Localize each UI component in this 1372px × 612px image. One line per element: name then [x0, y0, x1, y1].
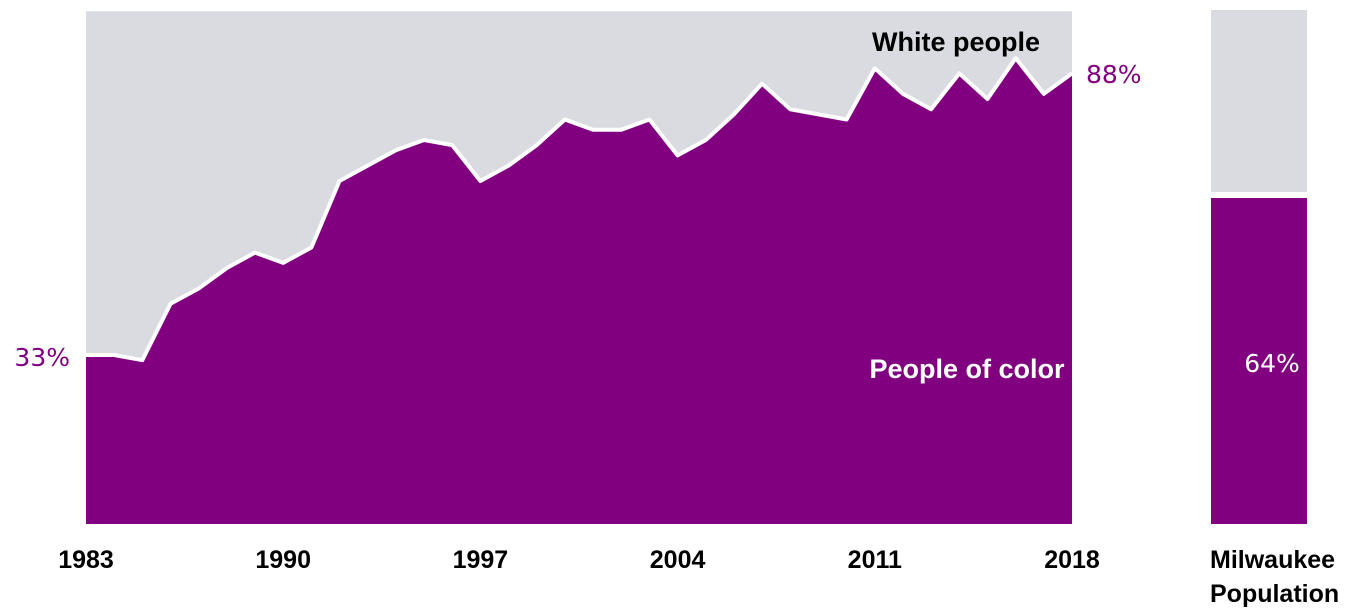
- x-tick-label: 1983: [58, 546, 114, 574]
- x-tick-label: 1997: [453, 546, 509, 574]
- people-of-color-boundary-line: [86, 56, 1074, 363]
- start-value-label: 33%: [14, 343, 70, 372]
- milwaukee-white-segment: [1211, 10, 1307, 196]
- people-of-color-area: [86, 58, 1072, 524]
- milwaukee-category-label-line1: Milwaukee: [1210, 546, 1335, 574]
- x-tick-label: 2004: [650, 546, 706, 574]
- x-axis-tick-labels: 1983 1990 1997 2004 2011 2018: [58, 546, 1100, 574]
- white-people-series-label: White people: [872, 27, 1040, 57]
- milwaukee-people-of-color-segment: [1211, 195, 1307, 525]
- milwaukee-category-label-line2: Population: [1210, 580, 1339, 608]
- end-value-label: 88%: [1086, 60, 1142, 89]
- x-tick-label: 2011: [848, 546, 902, 574]
- x-tick-label: 1990: [255, 546, 311, 574]
- people-of-color-series-label: People of color: [869, 354, 1065, 384]
- x-tick-label: 2018: [1044, 546, 1100, 574]
- milwaukee-value-label: 64%: [1244, 349, 1300, 378]
